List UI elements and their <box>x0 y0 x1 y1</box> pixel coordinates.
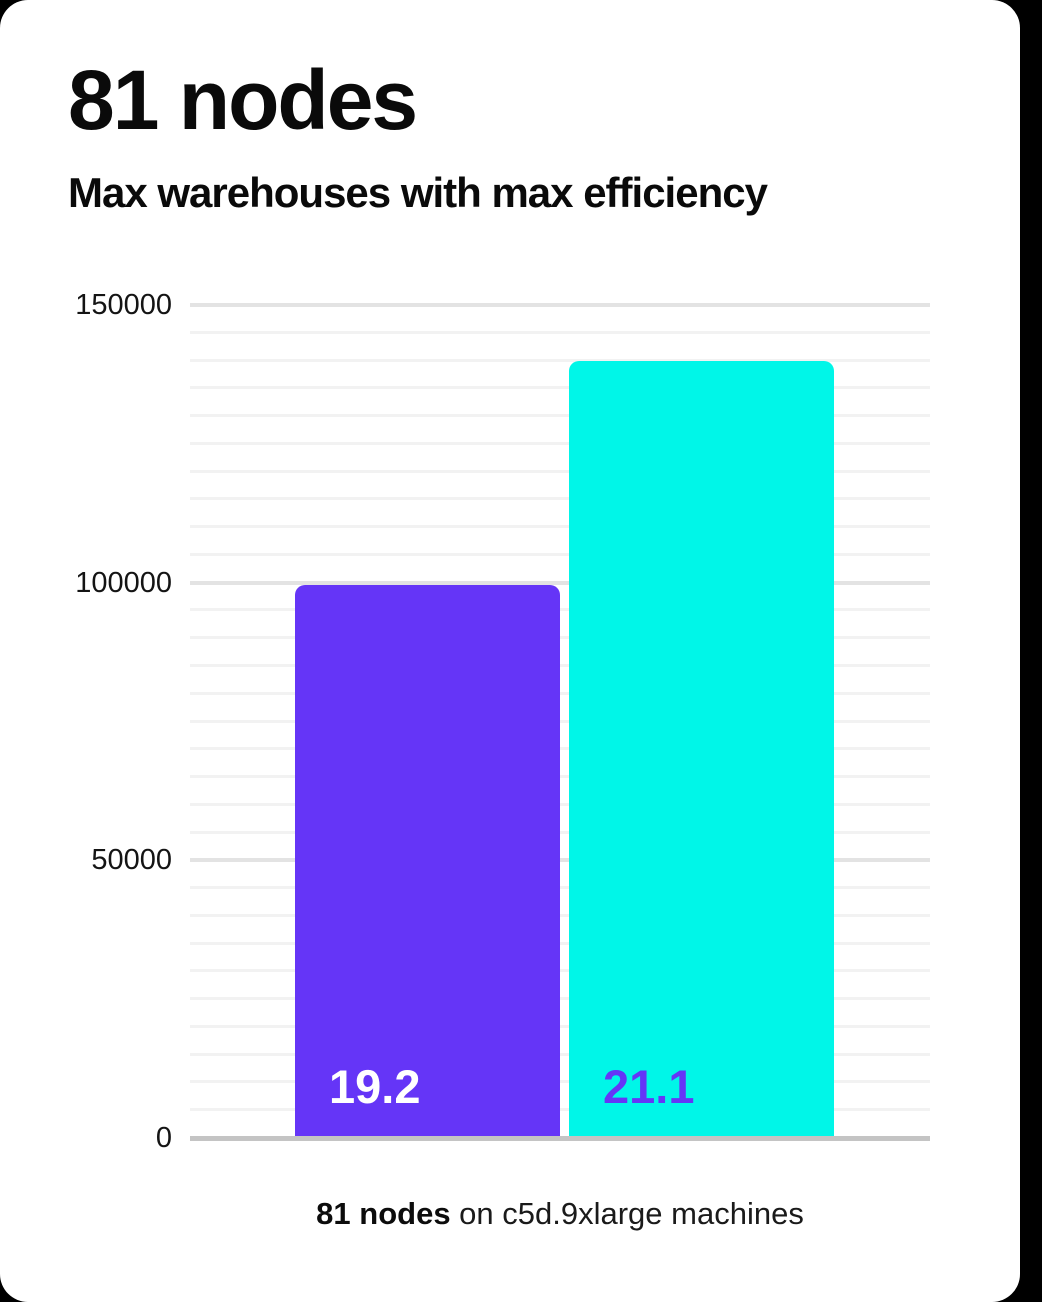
bar-value-label: 19.2 <box>329 1059 421 1113</box>
gridline-major <box>190 858 930 863</box>
gridline-minor <box>190 386 930 390</box>
gridline-minor <box>190 1108 930 1112</box>
y-axis-tick-label: 0 <box>155 1122 172 1154</box>
gridline-minor <box>190 414 930 418</box>
bar-21.1: 21.1 <box>569 360 834 1138</box>
bar-19.2: 19.2 <box>295 585 560 1138</box>
bar-value-label: 21.1 <box>603 1059 695 1113</box>
gridline-minor <box>190 719 930 723</box>
chart-card: 81 nodes Max warehouses with max efficie… <box>0 0 1020 1302</box>
page-subtitle: Max warehouses with max efficiency <box>68 169 768 216</box>
gridline-minor <box>190 1024 930 1028</box>
gridline-minor <box>190 997 930 1001</box>
gridline-minor <box>190 663 930 667</box>
gridline-minor <box>190 441 930 445</box>
gridline-minor <box>190 525 930 529</box>
page-title: 81 nodes <box>68 53 418 147</box>
gridline-minor <box>190 1052 930 1056</box>
gridline-minor <box>190 330 930 334</box>
gridline-minor <box>190 913 930 917</box>
gridline-minor <box>190 608 930 612</box>
gridline-minor <box>190 636 930 640</box>
gridline-minor <box>190 969 930 973</box>
gridline-minor <box>190 775 930 779</box>
bar-chart: 0 50000 100000 150000 19.2 21.1 <box>75 289 930 1154</box>
x-axis-baseline <box>190 1136 930 1141</box>
gridline-minor <box>190 691 930 695</box>
y-axis-tick-label: 150000 <box>75 289 172 321</box>
y-axis-tick-label: 50000 <box>91 844 172 877</box>
gridline-minor <box>190 469 930 473</box>
gridline-minor <box>190 747 930 751</box>
gridline-minor <box>190 886 930 890</box>
gridline-major <box>190 580 930 585</box>
gridline-minor <box>190 358 930 362</box>
y-axis-tick-label: 100000 <box>75 566 172 599</box>
gridline-minor <box>190 1080 930 1084</box>
gridline-minor <box>190 941 930 945</box>
gridline-minor <box>190 552 930 556</box>
chart-caption: 81 nodes on c5d.9xlarge machines <box>190 1195 930 1232</box>
gridline-major <box>190 303 930 307</box>
caption-highlight: 81 nodes <box>316 1196 451 1231</box>
gridline-minor <box>190 497 930 501</box>
caption-text: on c5d.9xlarge machines <box>450 1196 804 1231</box>
gridline-minor <box>190 830 930 834</box>
gridline-minor <box>190 802 930 806</box>
